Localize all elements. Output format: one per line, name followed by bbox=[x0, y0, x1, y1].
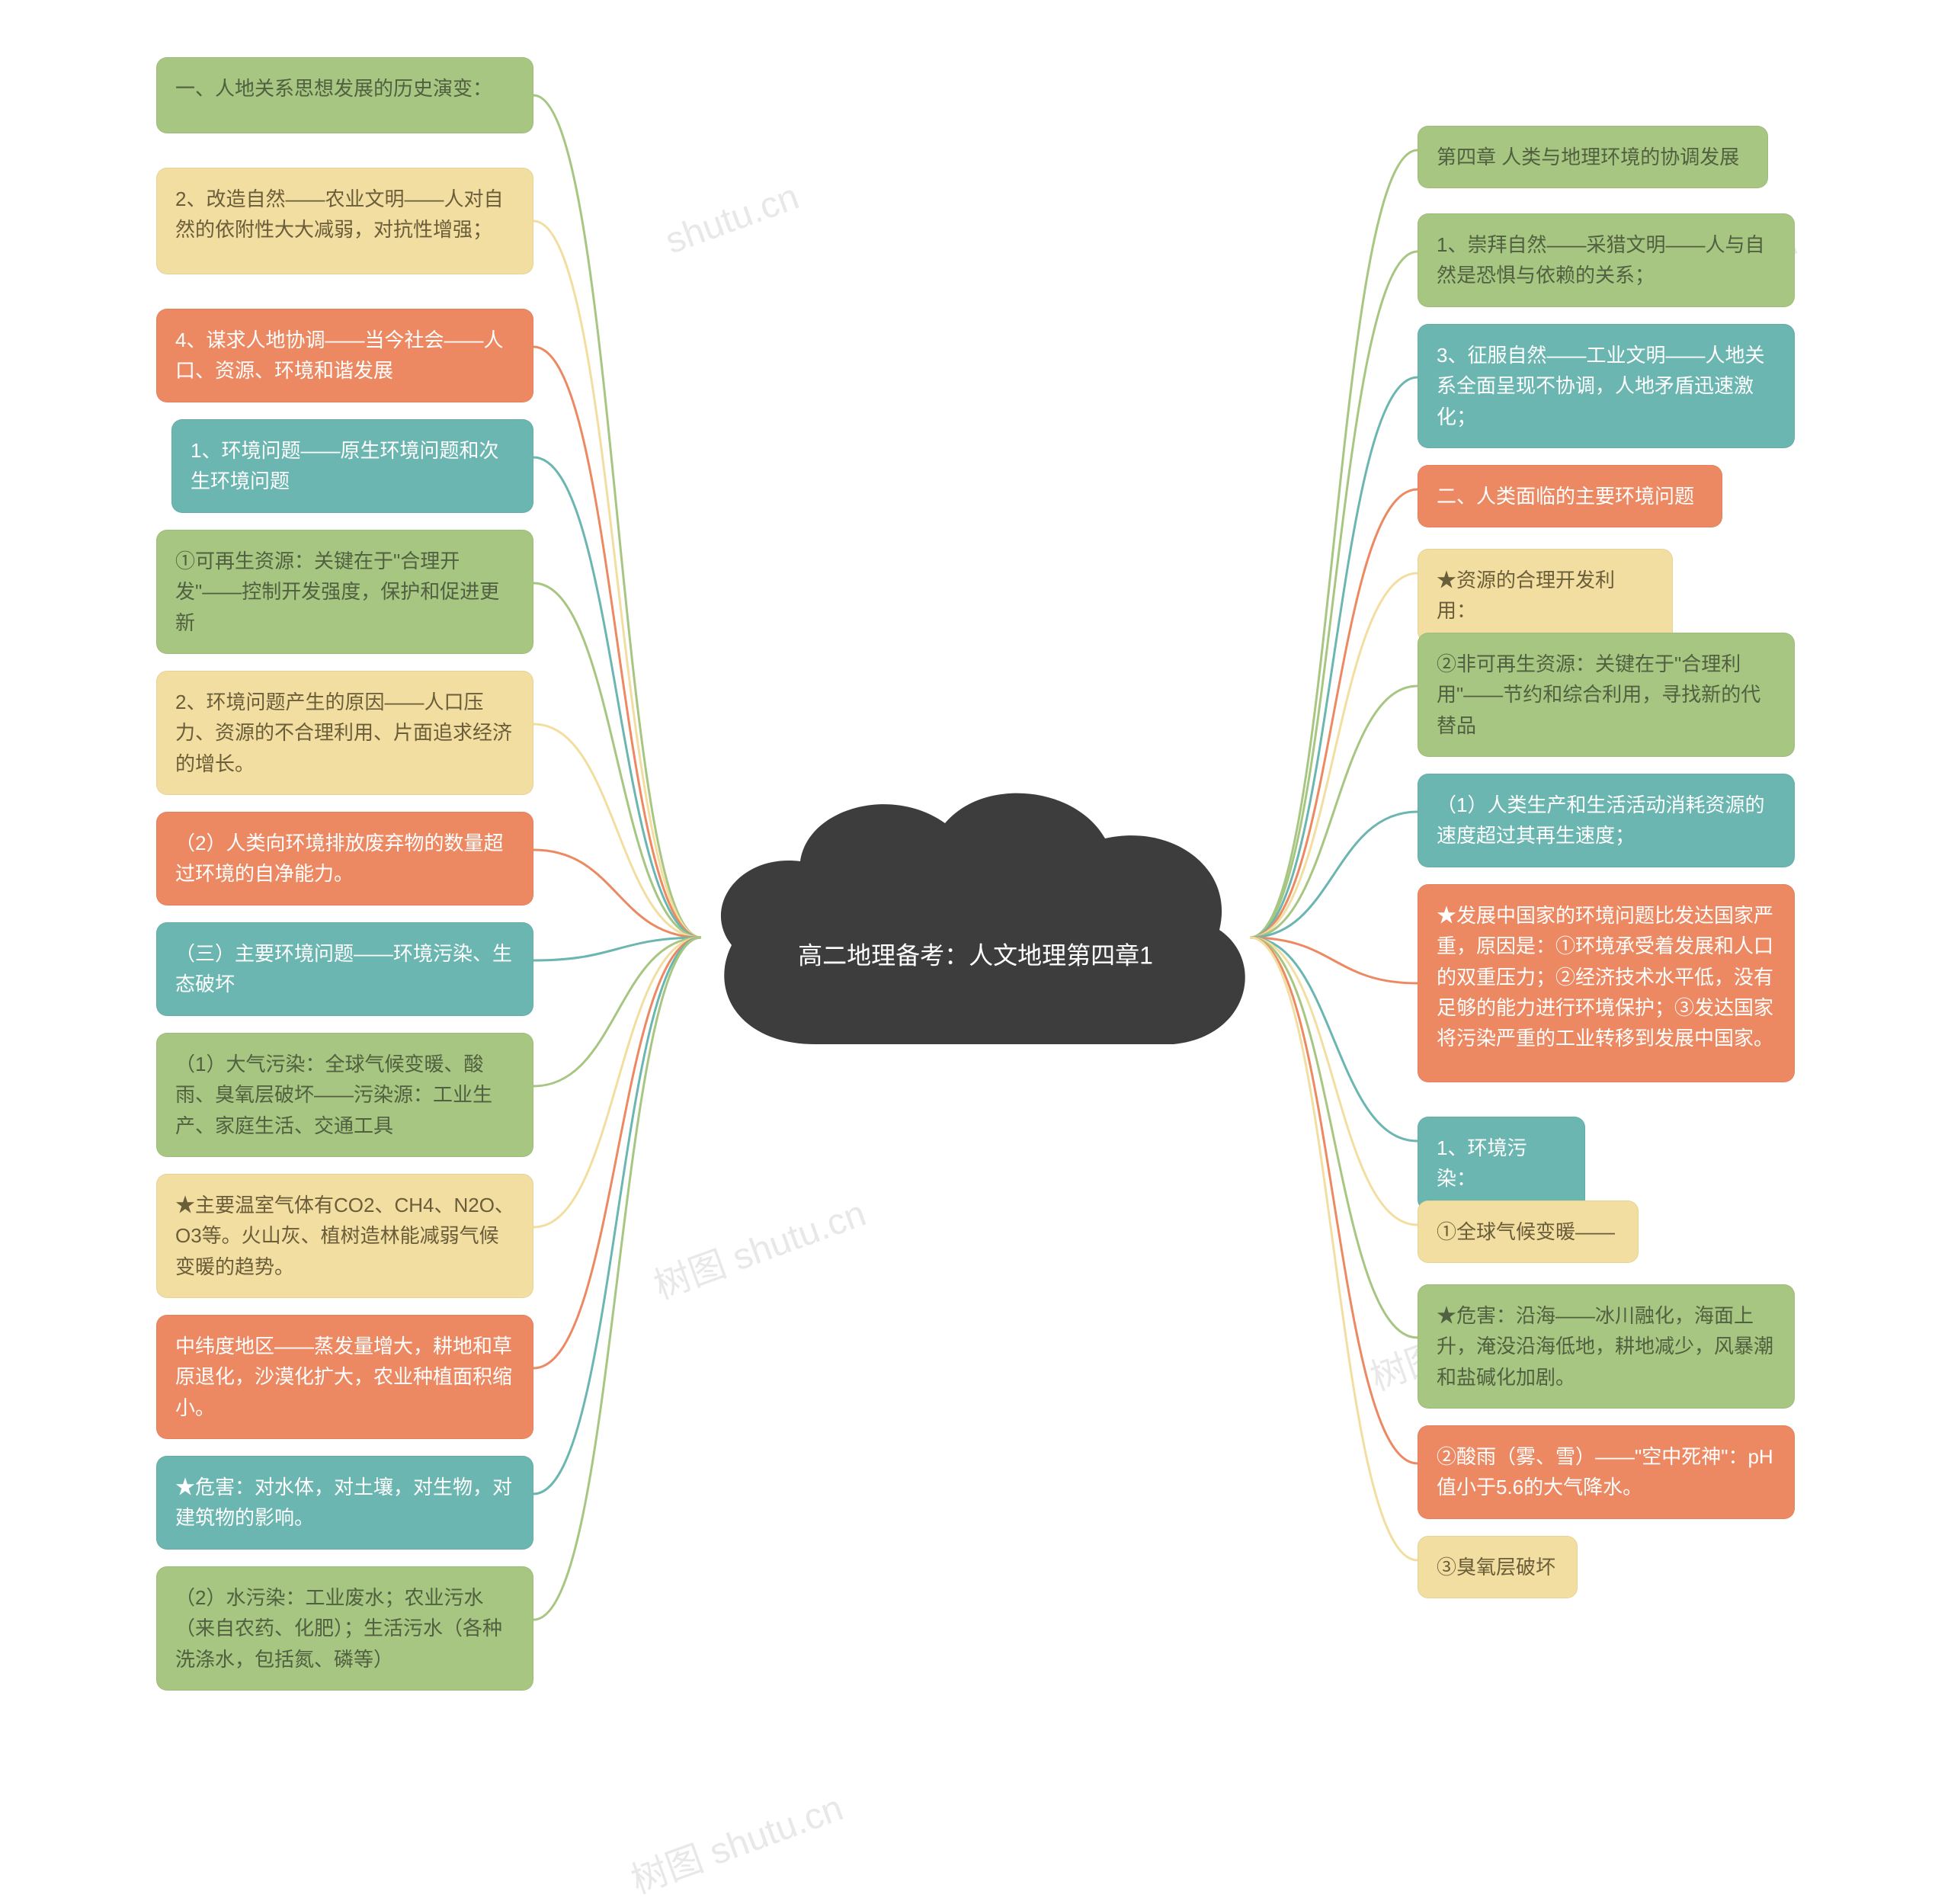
branch-node-right-6[interactable]: ②非可再生资源：关键在于"合理利用"——节约和综合利用，寻找新的代替品 bbox=[1418, 633, 1795, 757]
branch-node-right-11[interactable]: ★危害：沿海——冰川融化，海面上升，淹没沿海低地，耕地减少，风暴潮和盐碱化加剧。 bbox=[1418, 1284, 1795, 1409]
branch-node-right-5[interactable]: ★资源的合理开发利用： bbox=[1418, 549, 1673, 643]
branch-node-left-7[interactable]: （2）人类向环境排放废弃物的数量超过环境的自净能力。 bbox=[156, 812, 533, 906]
branch-node-left-1[interactable]: 一、人地关系思想发展的历史演变： bbox=[156, 57, 533, 133]
branch-node-left-9[interactable]: （1）大气污染：全球气候变暖、酸雨、臭氧层破坏——污染源：工业生产、家庭生活、交… bbox=[156, 1033, 533, 1157]
center-title: 高二地理备考：人文地理第四章1 bbox=[767, 936, 1184, 975]
watermark: 树图 shutu.cn bbox=[623, 1777, 849, 1903]
branch-node-left-6[interactable]: 2、环境问题产生的原因——人口压力、资源的不合理利用、片面追求经济的增长。 bbox=[156, 671, 533, 795]
branch-node-left-2[interactable]: 2、改造自然——农业文明——人对自然的依附性大大减弱，对抗性增强； bbox=[156, 168, 533, 274]
watermark: 树图 shutu.cn bbox=[646, 1183, 872, 1309]
branch-node-right-3[interactable]: 3、征服自然——工业文明——人地关系全面呈现不协调，人地矛盾迅速激化； bbox=[1418, 324, 1795, 448]
branch-node-right-2[interactable]: 1、崇拜自然——采猎文明——人与自然是恐惧与依赖的关系； bbox=[1418, 213, 1795, 307]
branch-node-left-10[interactable]: ★主要温室气体有CO2、CH4、N2O、O3等。火山灰、植树造林能减弱气候变暖的… bbox=[156, 1174, 533, 1298]
branch-node-left-8[interactable]: （三）主要环境问题——环境污染、生态破坏 bbox=[156, 922, 533, 1016]
branch-node-left-4[interactable]: 1、环境问题——原生环境问题和次生环境问题 bbox=[171, 419, 533, 513]
branch-node-right-13[interactable]: ③臭氧层破坏 bbox=[1418, 1536, 1578, 1598]
branch-node-right-7[interactable]: （1）人类生产和生活活动消耗资源的速度超过其再生速度； bbox=[1418, 774, 1795, 867]
branch-node-right-1[interactable]: 第四章 人类与地理环境的协调发展 bbox=[1418, 126, 1768, 188]
center-node[interactable]: 高二地理备考：人文地理第四章1 bbox=[678, 755, 1273, 1120]
branch-node-left-12[interactable]: ★危害：对水体，对土壤，对生物，对建筑物的影响。 bbox=[156, 1456, 533, 1550]
branch-node-right-9[interactable]: 1、环境污染： bbox=[1418, 1117, 1585, 1210]
branch-node-right-12[interactable]: ②酸雨（雾、雪）——"空中死神"：pH值小于5.6的大气降水。 bbox=[1418, 1425, 1795, 1519]
branch-node-left-11[interactable]: 中纬度地区——蒸发量增大，耕地和草原退化，沙漠化扩大，农业种植面积缩小。 bbox=[156, 1315, 533, 1439]
branch-node-right-4[interactable]: 二、人类面临的主要环境问题 bbox=[1418, 465, 1722, 527]
branch-node-left-5[interactable]: ①可再生资源：关键在于"合理开发"——控制开发强度，保护和促进更新 bbox=[156, 530, 533, 654]
watermark: shutu.cn bbox=[660, 176, 804, 263]
branch-node-left-13[interactable]: （2）水污染：工业废水；农业污水（来自农药、化肥）；生活污水（各种洗涤水，包括氮… bbox=[156, 1566, 533, 1691]
branch-node-right-10[interactable]: ①全球气候变暖—— bbox=[1418, 1200, 1639, 1263]
branch-node-left-3[interactable]: 4、谋求人地协调——当今社会——人口、资源、环境和谐发展 bbox=[156, 309, 533, 402]
branch-node-right-8[interactable]: ★发展中国家的环境问题比发达国家严重，原因是：①环境承受着发展和人口的双重压力；… bbox=[1418, 884, 1795, 1082]
